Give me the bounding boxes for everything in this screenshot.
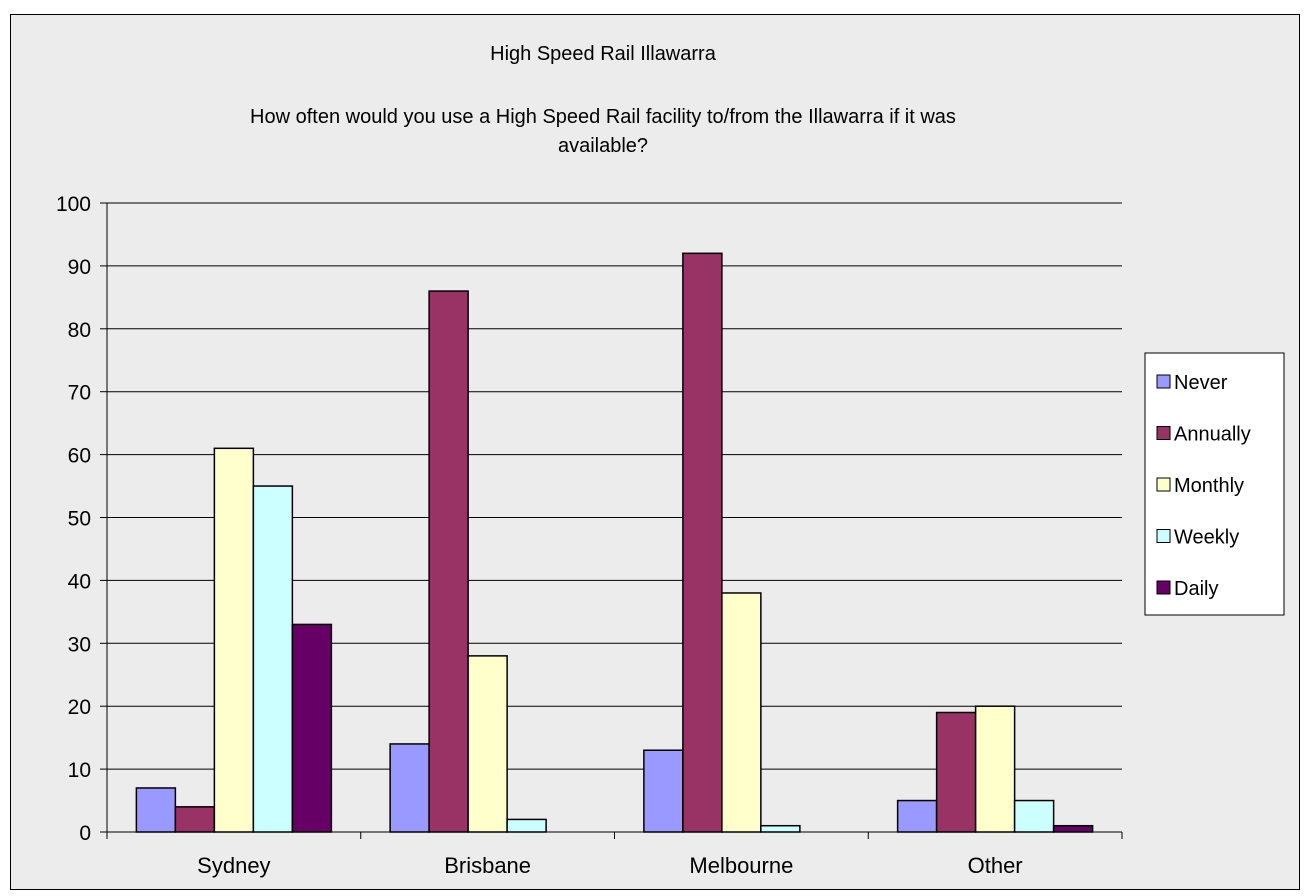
chart-subtitle-line-1: How often would you use a High Speed Rai…	[250, 106, 956, 128]
axes: 0 10 20 30 40 50 60 70 80 90 100 Sydney Brisbane Melb…	[56, 193, 1123, 878]
legend-label: Never	[1174, 372, 1228, 394]
bar	[252, 485, 294, 833]
legend-label: Weekly	[1174, 527, 1239, 549]
bar	[1052, 824, 1094, 833]
bar	[974, 705, 1016, 833]
bar	[1013, 799, 1055, 833]
x-tick-label: Sydney	[197, 853, 270, 878]
y-tick-label: 100	[56, 193, 91, 216]
bar	[506, 818, 547, 833]
bars	[135, 252, 1094, 833]
legend: Never Annually Monthly Weekly Daily	[1144, 352, 1285, 616]
y-tick-label: 50	[68, 508, 91, 531]
bar	[291, 623, 333, 833]
y-tick-label: 30	[68, 633, 91, 656]
legend-swatch	[1156, 477, 1171, 492]
legend-swatch	[1156, 529, 1171, 543]
y-tick-label: 40	[68, 570, 91, 593]
x-tick-label: Brisbane	[444, 853, 531, 878]
chart-title: High Speed Rail Illawarra	[490, 43, 717, 65]
bar	[682, 252, 723, 833]
legend-swatch	[1156, 426, 1171, 440]
bar	[721, 592, 762, 833]
legend-swatch	[1156, 374, 1171, 389]
chart-subtitle-line-2: available?	[558, 135, 648, 157]
y-tick-label: 60	[68, 445, 91, 468]
bar	[428, 290, 469, 833]
y-tick-label: 70	[68, 382, 91, 405]
y-tick-label: 80	[68, 319, 91, 342]
legend-label: Annually	[1174, 424, 1251, 446]
bar	[935, 711, 977, 833]
bar	[174, 806, 216, 833]
legend-swatch	[1156, 580, 1171, 595]
legend-label: Daily	[1174, 578, 1218, 600]
bar	[213, 447, 255, 833]
legend-label: Monthly	[1174, 475, 1244, 497]
y-tick-label: 10	[68, 759, 91, 782]
x-tick-label: Melbourne	[689, 853, 793, 878]
x-tick-label: Other	[968, 853, 1023, 878]
bar	[467, 655, 508, 833]
bar	[760, 824, 801, 833]
bar	[389, 743, 430, 833]
y-tick-label: 0	[79, 822, 91, 845]
y-tick-label: 20	[68, 696, 91, 719]
bar	[135, 787, 177, 833]
bar	[896, 799, 938, 833]
bar	[643, 749, 684, 833]
y-tick-label: 90	[68, 256, 91, 279]
